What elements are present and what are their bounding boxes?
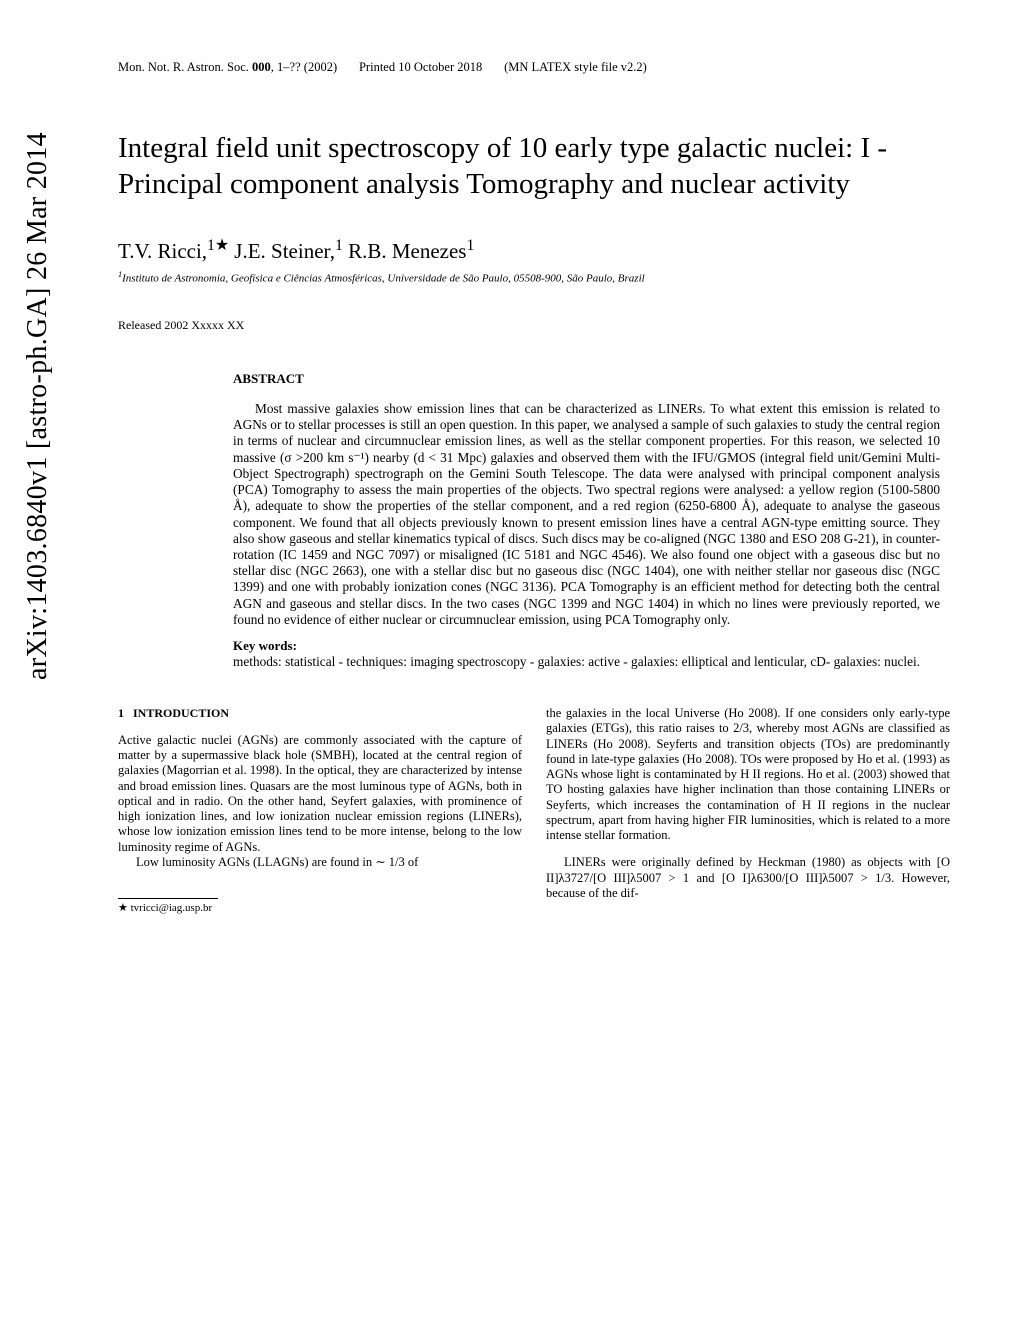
affiliation: 1Instituto de Astronomia, Geofísica e Ci…	[118, 270, 950, 285]
journal-header: Mon. Not. R. Astron. Soc. 000, 1–?? (200…	[118, 60, 950, 75]
footnote-rule	[118, 898, 218, 899]
style-file: (MN LATEX style file v2.2)	[504, 60, 647, 74]
footnote-text: ★ tvricci@iag.usp.br	[118, 902, 522, 915]
section-title: INTRODUCTION	[133, 706, 229, 720]
keywords-text: methods: statistical - techniques: imagi…	[233, 654, 940, 670]
printed-date: Printed 10 October 2018	[359, 60, 482, 74]
paragraph: Low luminosity AGNs (LLAGNs) are found i…	[118, 855, 522, 870]
journal-pages: , 1–??	[271, 60, 301, 74]
right-column: the galaxies in the local Universe (Ho 2…	[546, 706, 950, 915]
keywords-heading: Key words:	[233, 638, 940, 654]
paragraph: Active galactic nuclei (AGNs) are common…	[118, 733, 522, 855]
footnote-block: ★ tvricci@iag.usp.br	[118, 898, 522, 915]
left-column: 1 INTRODUCTION Active galactic nuclei (A…	[118, 706, 522, 915]
journal-name: Mon. Not. R. Astron. Soc.	[118, 60, 249, 74]
abstract-heading: ABSTRACT	[233, 371, 940, 387]
paragraph: LINERs were originally defined by Heckma…	[546, 855, 950, 901]
journal-volume: 000	[252, 60, 271, 74]
section-number: 1	[118, 706, 124, 720]
abstract-block: ABSTRACT Most massive galaxies show emis…	[233, 371, 940, 670]
journal-year: (2002)	[304, 60, 337, 74]
paragraph: the galaxies in the local Universe (Ho 2…	[546, 706, 950, 843]
body-columns: 1 INTRODUCTION Active galactic nuclei (A…	[118, 706, 950, 915]
authors: T.V. Ricci,1★ J.E. Steiner,1 R.B. Meneze…	[118, 235, 950, 264]
arxiv-identifier: arXiv:1403.6840v1 [astro-ph.GA] 26 Mar 2…	[22, 132, 54, 680]
abstract-text: Most massive galaxies show emission line…	[233, 401, 940, 628]
paper-title: Integral field unit spectroscopy of 10 e…	[118, 130, 950, 203]
released-date: Released 2002 Xxxxx XX	[118, 318, 950, 333]
section-heading: 1 INTRODUCTION	[118, 706, 522, 721]
main-content: Mon. Not. R. Astron. Soc. 000, 1–?? (200…	[118, 60, 950, 915]
